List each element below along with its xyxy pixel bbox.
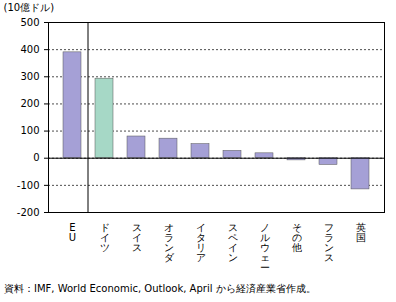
svg-text:スペイン: スペイン bbox=[228, 222, 238, 263]
svg-text:-200: -200 bbox=[17, 207, 40, 218]
svg-text:ノルウェー: ノルウェー bbox=[260, 222, 270, 273]
svg-text:400: 400 bbox=[20, 44, 39, 55]
svg-text:-100: -100 bbox=[17, 180, 40, 191]
svg-text:イタリア: イタリア bbox=[196, 222, 206, 263]
html-text:資料：IMF, World Economic, Outloo: 資料：IMF, World Economic, Outlook, April か… bbox=[4, 283, 316, 294]
svg-text:500: 500 bbox=[20, 17, 39, 28]
svg-text:英国: 英国 bbox=[356, 222, 366, 243]
svg-text:0: 0 bbox=[33, 152, 39, 163]
svg-text:ドイツ: ドイツ bbox=[100, 222, 110, 253]
svg-text:(10億ドル): (10億ドル) bbox=[4, 2, 55, 13]
svg-text:EU: EU bbox=[69, 222, 76, 243]
svg-text:オランダ: オランダ bbox=[164, 222, 175, 263]
svg-text:スイス: スイス bbox=[132, 222, 142, 253]
svg-text:300: 300 bbox=[20, 71, 39, 82]
svg-text:フランス: フランス bbox=[324, 222, 334, 263]
svg-text:100: 100 bbox=[20, 125, 39, 136]
svg-text:その他: その他 bbox=[292, 222, 302, 253]
svg-text:200: 200 bbox=[20, 98, 39, 109]
